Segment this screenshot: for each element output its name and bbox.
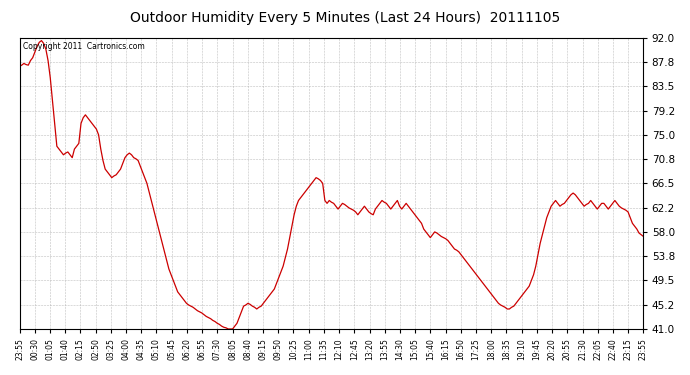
Text: Outdoor Humidity Every 5 Minutes (Last 24 Hours)  20111105: Outdoor Humidity Every 5 Minutes (Last 2…	[130, 11, 560, 25]
Text: Copyright 2011  Cartronics.com: Copyright 2011 Cartronics.com	[23, 42, 144, 51]
